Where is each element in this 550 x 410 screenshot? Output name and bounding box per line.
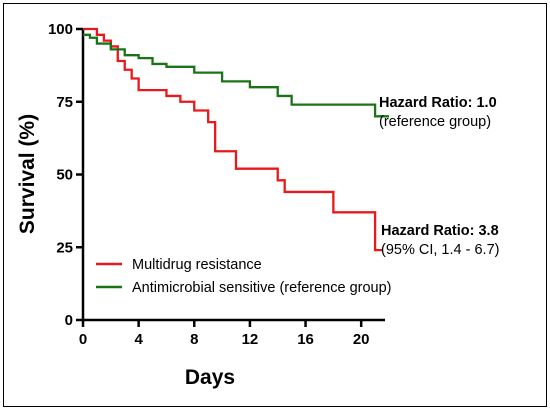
- x-tick-label-20: 20: [353, 331, 370, 348]
- legend-label-multidrug-resistance: Multidrug resistance: [132, 257, 262, 273]
- x-tick-label-16: 16: [297, 331, 314, 348]
- y-axis-title: Survival (%): [16, 114, 39, 234]
- x-ticks: 0 4 8 12 16 20: [79, 320, 370, 348]
- legend-label-antimicrobial-sensitive: Antimicrobial sensitive (reference group…: [132, 280, 392, 296]
- hazard-ratio-reference-title: Hazard Ratio: 1.0: [379, 95, 497, 111]
- curve-multidrug-resistance: [83, 27, 383, 252]
- y-ticks: 0 25 50 75 100: [48, 21, 83, 329]
- x-tick-label-12: 12: [242, 331, 259, 348]
- axes: [81, 29, 385, 322]
- y-tick-label-25: 25: [56, 239, 73, 256]
- hazard-ratio-mdr-title: Hazard Ratio: 3.8: [381, 223, 499, 239]
- x-tick-label-0: 0: [79, 331, 87, 348]
- y-tick-label-50: 50: [56, 167, 73, 184]
- survival-chart: 0 25 50 75 100 0 4 8 12 16 20 Survival (%) Days H…: [16, 21, 499, 389]
- hazard-ratio-mdr-detail: (95% CI, 1.4 - 6.7): [381, 242, 499, 258]
- survival-curves: [83, 27, 389, 252]
- hazard-ratio-reference-detail: (reference group): [379, 114, 491, 130]
- x-tick-label-4: 4: [134, 331, 143, 348]
- x-axis-title: Days: [185, 366, 235, 389]
- y-tick-label-100: 100: [48, 21, 73, 38]
- y-tick-label-75: 75: [56, 94, 73, 111]
- chart-frame: 0 25 50 75 100 0 4 8 12 16 20 Survival (%) Days H…: [3, 3, 547, 407]
- curve-antimicrobial-sensitive-reference-group: [83, 33, 389, 118]
- y-tick-label-0: 0: [65, 312, 73, 329]
- legend: Multidrug resistance Antimicrobial sensi…: [96, 257, 392, 296]
- x-tick-label-8: 8: [190, 331, 198, 348]
